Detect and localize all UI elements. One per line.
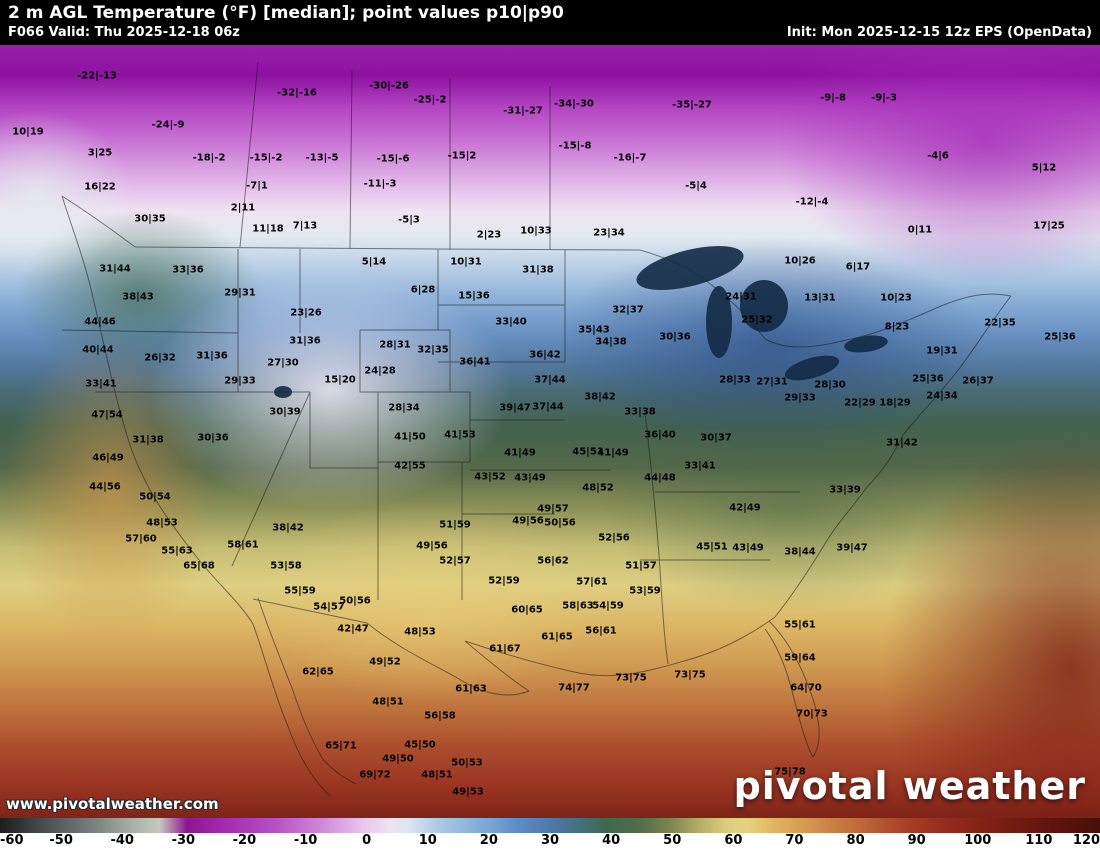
colorbar-tick-label: -20 [232, 833, 257, 848]
init-time-label: Init: Mon 2025-12-15 12z EPS (OpenData) [786, 25, 1092, 40]
colorbar-tick-label: -30 [171, 833, 196, 848]
colorbar-tick-label: 80 [846, 833, 865, 848]
colorbar-tick-label: -10 [293, 833, 318, 848]
colorbar-ticks: -60 -50 -40 -30 -20 -10 0 10 20 30 40 50 60 70 80 90 100… [0, 833, 1100, 850]
header-subrow: F066 Valid: Thu 2025-12-18 06z Init: Mon… [8, 24, 1092, 42]
colorbar-tick-label: 110 [1025, 833, 1053, 848]
header-bar: 2 m AGL Temperature (°F) [median]; point… [0, 0, 1100, 45]
colorbar-tick-label: 60 [724, 833, 743, 848]
colorbar-tick-label: 50 [663, 833, 682, 848]
colorbar-tick-label: 120 [1072, 833, 1100, 848]
temperature-map [0, 45, 1100, 818]
map-title: 2 m AGL Temperature (°F) [median]; point… [8, 3, 564, 23]
colorbar-tick-label: -50 [49, 833, 73, 848]
watermark-url: www.pivotalweather.com [6, 795, 219, 813]
colorbar-tick-label: 0 [362, 833, 372, 848]
colorbar-tick-label: 20 [479, 833, 498, 848]
colorbar-tick-label: 40 [602, 833, 621, 848]
valid-time-label: F066 Valid: Thu 2025-12-18 06z [8, 25, 240, 40]
colorbar-tick-label: 10 [418, 833, 437, 848]
colorbar-gradient [0, 818, 1100, 833]
colorbar-tick-label: 90 [907, 833, 926, 848]
colorbar-tick-label: 100 [964, 833, 992, 848]
temperature-colorbar: -60 -50 -40 -30 -20 -10 0 10 20 30 40 50 60 70 80 90 100… [0, 818, 1100, 850]
colorbar-tick-label: 30 [540, 833, 560, 848]
colorbar-tick-label: -40 [110, 833, 134, 848]
colorbar-tick-label: -60 [0, 833, 24, 848]
colorbar-tick-label: 70 [785, 833, 804, 848]
pivotal-weather-logo: pivotal weather [733, 764, 1086, 808]
